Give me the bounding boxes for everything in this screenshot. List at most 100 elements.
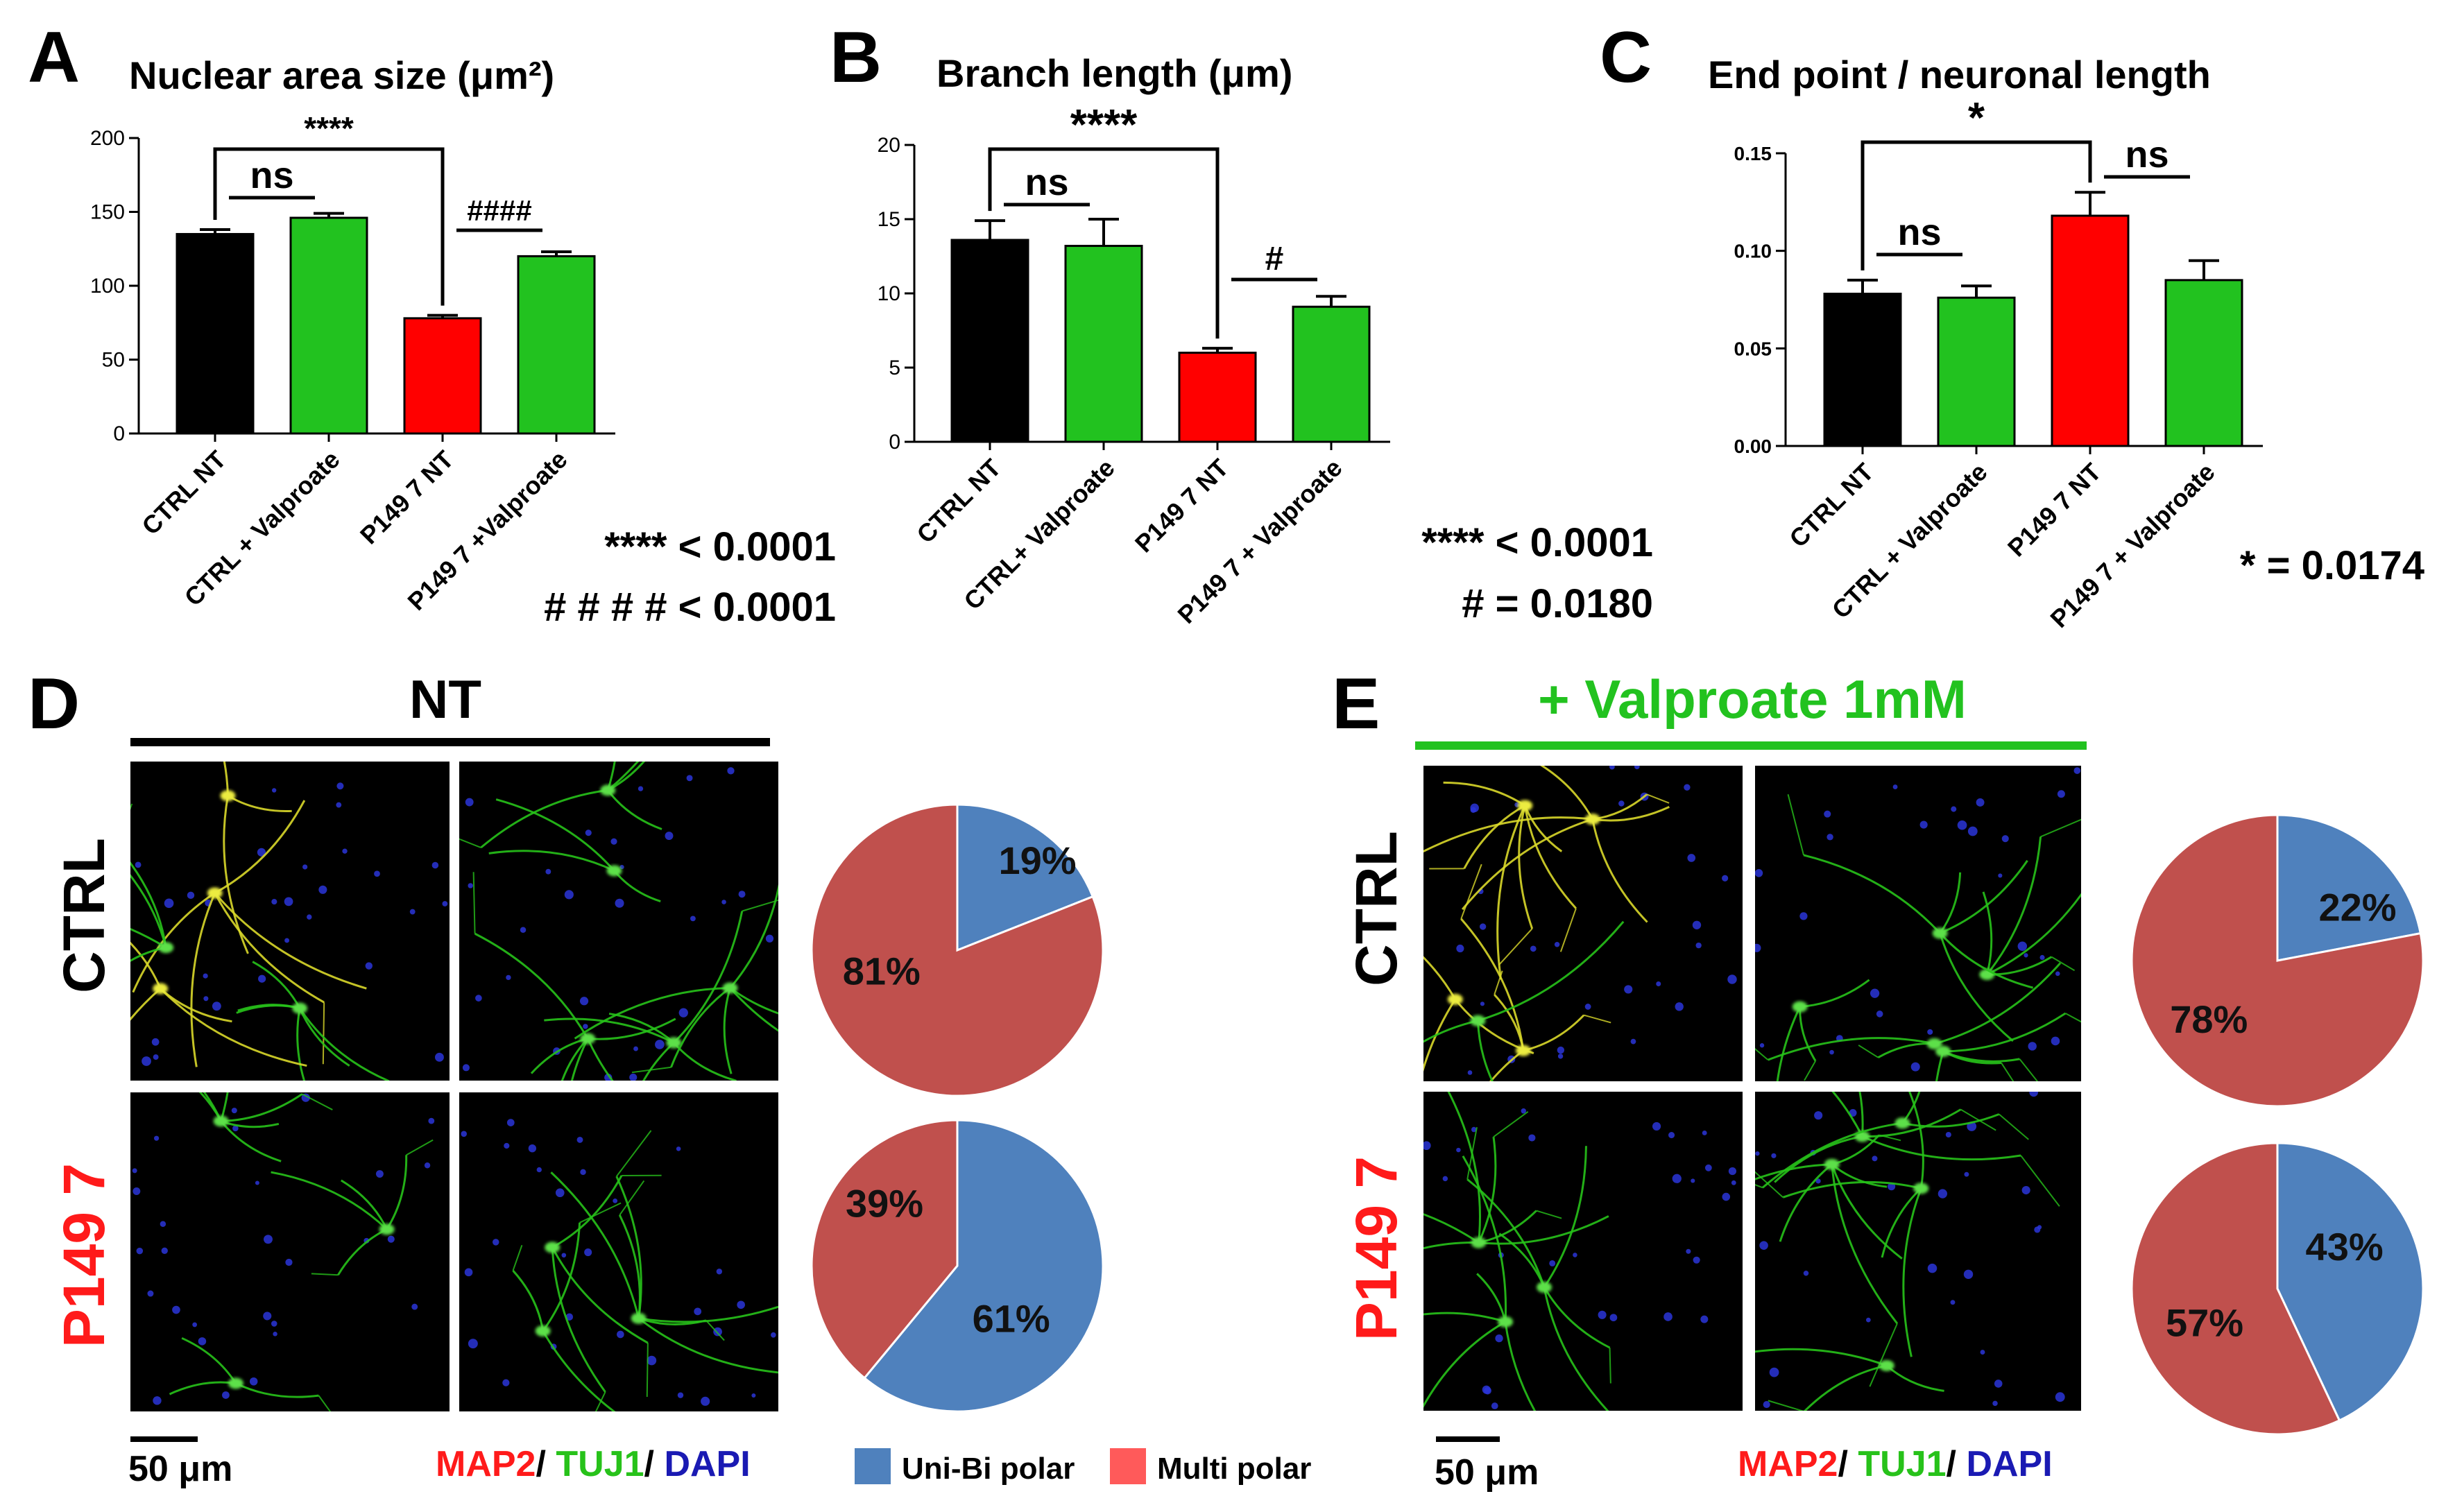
- panel-e-row-ctrl: CTRL: [1344, 831, 1409, 986]
- pie-slice: [2276, 814, 2422, 962]
- dapi-nucleus: [629, 1073, 638, 1081]
- neurite: [160, 988, 307, 1067]
- dapi-nucleus: [1491, 1402, 1498, 1409]
- neurite: [132, 892, 216, 993]
- neuron-soma: [1517, 800, 1533, 811]
- dapi-nucleus: [690, 916, 696, 922]
- dapi-nucleus: [387, 1235, 395, 1243]
- dapi-nucleus: [676, 1146, 681, 1151]
- neurite: [1423, 1213, 1480, 1244]
- neurite: [729, 987, 778, 1032]
- stain-dapi: DAPI: [664, 1444, 750, 1484]
- neurite: [1463, 805, 1525, 870]
- dapi-nucleus: [765, 934, 774, 943]
- neurite-branch: [2019, 1058, 2039, 1081]
- panel-letter-e: E: [1332, 664, 1380, 744]
- neurite: [495, 798, 615, 872]
- neurite: [1540, 766, 1594, 820]
- pie-slice-label: 43%: [2306, 1225, 2384, 1269]
- dapi-nucleus: [1609, 1314, 1618, 1322]
- neurite: [1478, 1136, 1497, 1244]
- neurite-branch: [782, 848, 832, 866]
- neurite: [1986, 893, 2081, 976]
- bar: [403, 317, 482, 435]
- dapi-nucleus: [616, 1330, 624, 1339]
- y-tick-label: 0: [113, 422, 125, 445]
- neuron-soma: [722, 982, 738, 994]
- neurite: [607, 762, 640, 791]
- y-tick-label: 0.05: [1734, 338, 1772, 359]
- dapi-nucleus: [701, 1396, 710, 1406]
- neuron-soma: [1913, 1183, 1929, 1194]
- neurite-branch: [1768, 1400, 1804, 1411]
- neurite-branch: [1804, 1060, 1817, 1081]
- dapi-nucleus: [502, 1379, 510, 1386]
- neurite: [1782, 1180, 1922, 1199]
- dapi-nucleus: [1557, 1054, 1564, 1059]
- neurite: [130, 927, 166, 949]
- dapi-nucleus: [686, 775, 693, 782]
- micrograph-background: [1755, 766, 2081, 1081]
- bar: [517, 255, 596, 435]
- dapi-nucleus: [153, 1054, 159, 1060]
- dapi-nucleus: [375, 1170, 384, 1178]
- neurite-branch: [619, 1180, 645, 1216]
- dapi-nucleus: [2034, 1226, 2041, 1233]
- dapi-nucleus: [464, 1268, 473, 1277]
- dapi-nucleus: [1423, 1141, 1431, 1151]
- neuron-soma: [292, 1002, 308, 1014]
- dapi-nucleus: [258, 974, 266, 983]
- neurite: [1986, 836, 2042, 975]
- stain-map2: MAP2: [1738, 1444, 1838, 1484]
- neurite: [1592, 806, 1670, 822]
- neurite-branch: [3, 1135, 71, 1150]
- stain-sep: /: [1947, 1444, 1967, 1484]
- neurite: [1466, 1178, 1546, 1288]
- dapi-nucleus: [1456, 944, 1464, 953]
- micrograph-content: [1423, 766, 1737, 1081]
- dapi-nucleus: [1624, 985, 1633, 994]
- dapi-nucleus: [771, 1332, 776, 1338]
- dapi-nucleus: [2001, 835, 2009, 843]
- neurite: [1523, 805, 1577, 909]
- neurite: [1423, 956, 1457, 1000]
- dapi-nucleus: [1799, 912, 1808, 920]
- neurite: [1460, 918, 1525, 1051]
- neuron-soma: [1935, 1045, 1951, 1057]
- neurite-branch: [459, 838, 481, 848]
- neurite: [638, 1305, 778, 1323]
- dapi-nucleus: [694, 1307, 702, 1316]
- neuron-soma: [1792, 1001, 1808, 1013]
- dapi-nucleus: [677, 1392, 684, 1398]
- micrograph-tile: [459, 628, 832, 1081]
- dapi-nucleus: [271, 1321, 277, 1327]
- dapi-nucleus: [1910, 1062, 1920, 1072]
- neurite-branch: [608, 628, 645, 664]
- micrograph-background: [459, 762, 778, 1081]
- pie-slice-label: 22%: [2318, 885, 2396, 929]
- neurite: [1831, 1164, 1899, 1325]
- bar: [1178, 352, 1257, 443]
- dapi-nucleus: [1866, 1317, 1871, 1323]
- neurite: [1478, 1215, 1609, 1245]
- bar: [176, 232, 255, 435]
- dapi-nucleus: [1480, 1002, 1485, 1006]
- micrograph-tile: [459, 1092, 778, 1411]
- dapi-nucleus: [231, 1108, 237, 1114]
- dapi-nucleus: [468, 883, 473, 888]
- panel-letter-b: B: [830, 17, 882, 98]
- dapi-nucleus: [2055, 971, 2060, 977]
- dapi-nucleus: [153, 1135, 160, 1141]
- dapi-nucleus: [583, 1024, 588, 1029]
- chart-c: End point / neuronal length 0.00 0.05 0.10 0…: [1708, 53, 2424, 633]
- bar: [2051, 214, 2130, 447]
- pie-chart: 61% 39%: [810, 1119, 1104, 1413]
- dapi-nucleus: [135, 861, 142, 868]
- neurite: [130, 861, 167, 948]
- dapi-nucleus: [613, 1198, 618, 1203]
- dapi-nucleus: [655, 1040, 665, 1049]
- neurite: [223, 762, 229, 796]
- dapi-nucleus: [1771, 1153, 1777, 1158]
- dapi-nucleus: [431, 861, 439, 869]
- dapi-nucleus: [2039, 954, 2045, 961]
